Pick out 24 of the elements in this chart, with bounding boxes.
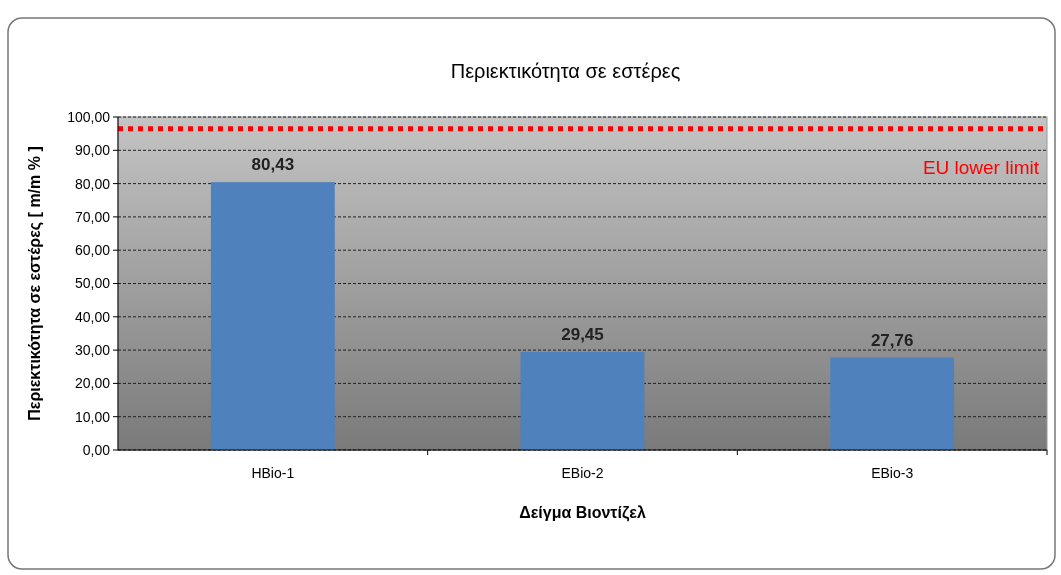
data-label: 80,43: [251, 155, 295, 175]
x-tick-label: EBio-2: [561, 465, 604, 481]
y-tick-label: 10,00: [74, 408, 111, 425]
data-label: 29,45: [561, 324, 604, 344]
chart-title: Περιεκτικότητα σε εστέρες: [450, 60, 681, 82]
bar: [520, 351, 645, 450]
y-tick-label: 60,00: [74, 242, 111, 259]
x-axis-title: Δείγμα Βιοντίζελ: [519, 504, 646, 522]
x-tick-label: HBio-1: [251, 465, 295, 481]
y-tick-label: 100,00: [67, 108, 111, 125]
y-tick-label: 90,00: [74, 142, 111, 159]
y-tick-label: 20,00: [74, 375, 111, 392]
x-tick-label: EBio-3: [871, 465, 914, 481]
ref-line-label: EU lower limit: [922, 156, 1040, 178]
y-tick-label: 70,00: [74, 208, 111, 225]
y-tick-label: 50,00: [74, 275, 111, 292]
y-tick-label: 0,00: [82, 441, 111, 458]
data-label: 27,76: [870, 330, 914, 350]
y-tick-label: 80,00: [74, 175, 111, 192]
bar: [210, 182, 335, 450]
bar: [830, 357, 955, 450]
y-tick-label: 30,00: [74, 342, 111, 358]
y-tick-label: 40,00: [74, 308, 111, 325]
y-axis-title: Περιεκτικότητα σε εστέρες [ m/m % ]: [26, 146, 44, 421]
